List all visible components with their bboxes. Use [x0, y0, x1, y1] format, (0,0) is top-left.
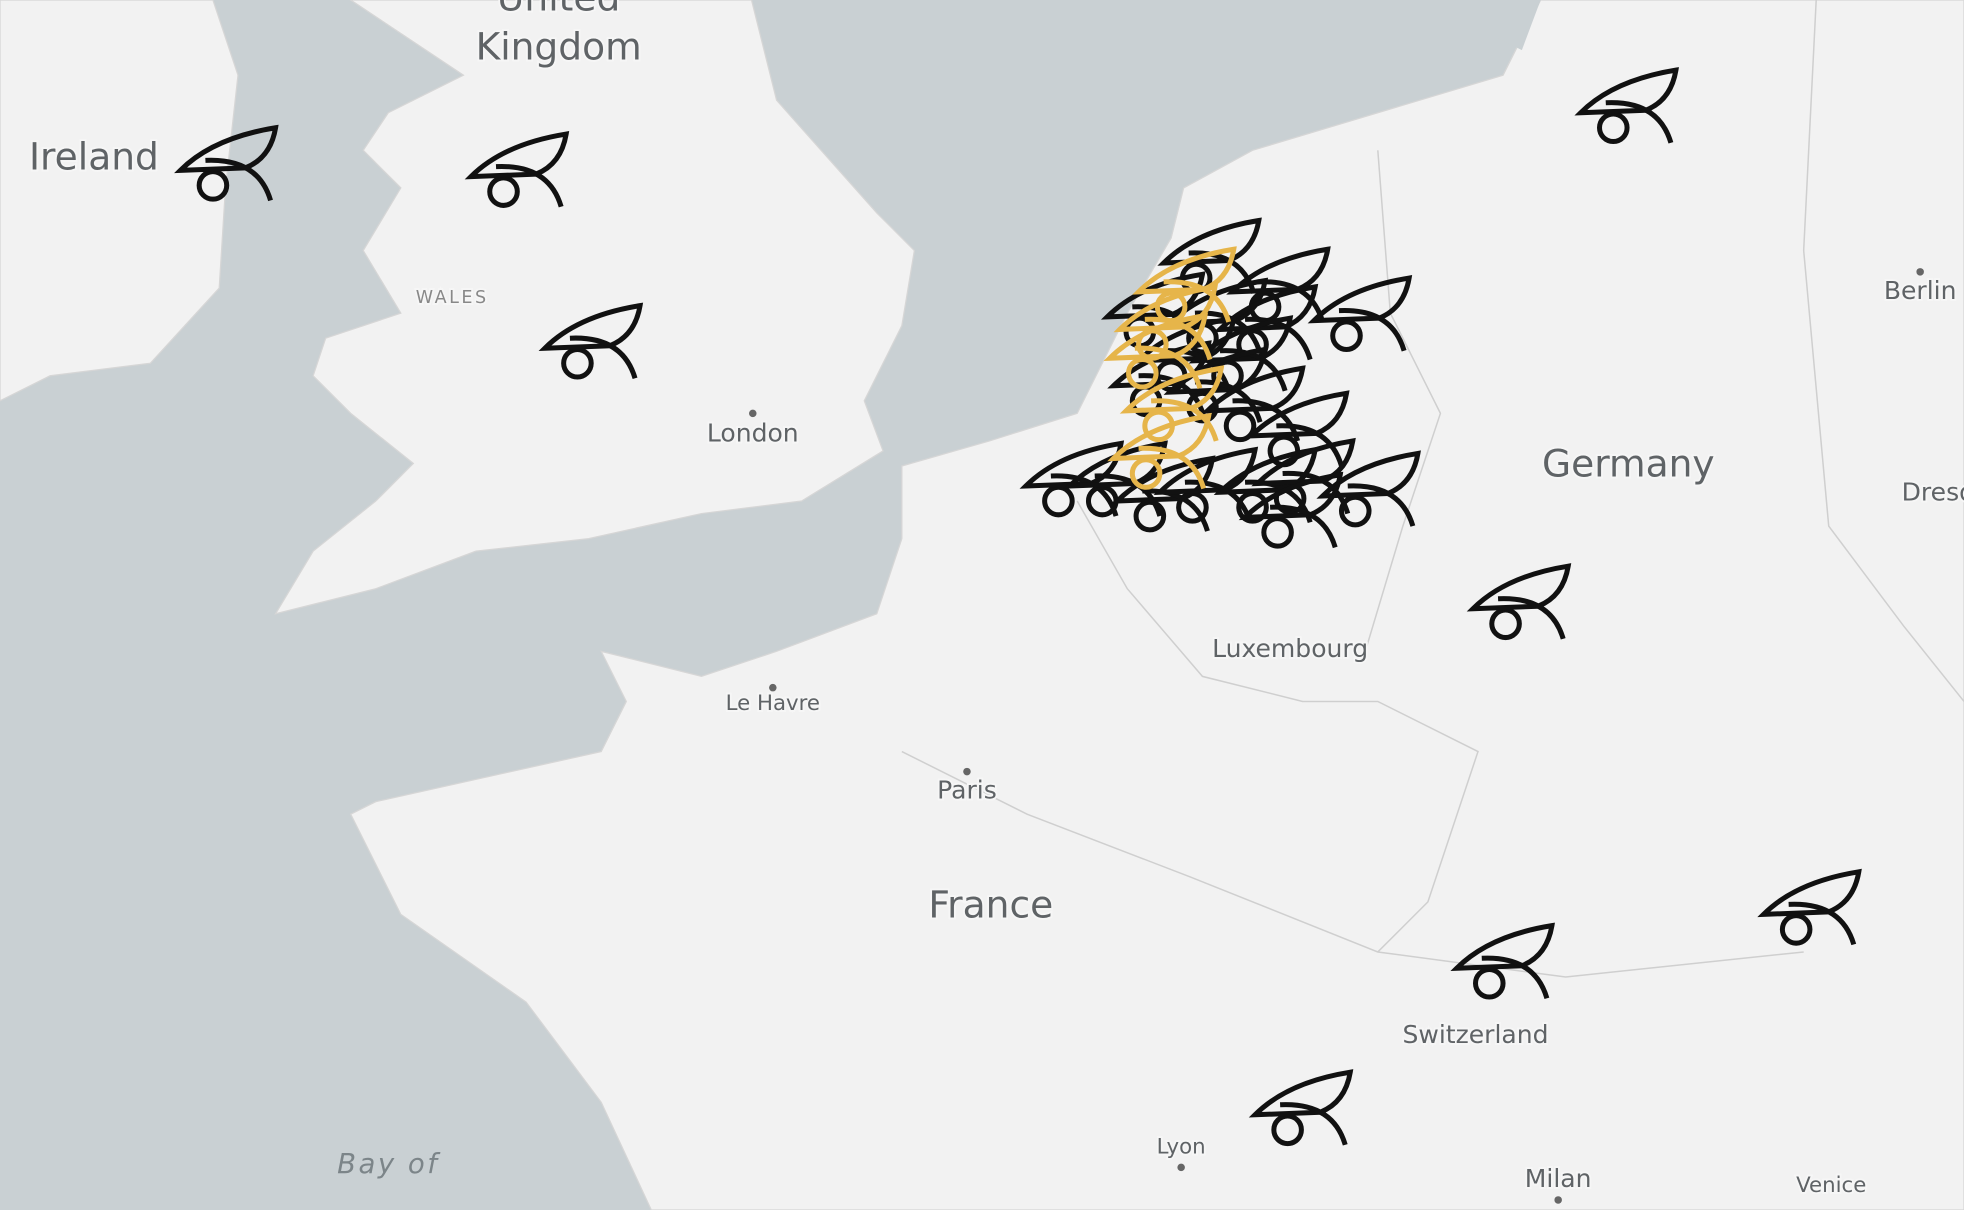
- place-label: Ireland: [29, 135, 159, 179]
- city-dot: [963, 767, 971, 776]
- place-label: Switzerland: [1402, 1020, 1548, 1049]
- place-label: Dresden: [1902, 478, 1964, 507]
- place-label: Luxembourg: [1212, 634, 1368, 663]
- place-label: Paris: [937, 776, 997, 805]
- place-label: United: [497, 0, 620, 20]
- city-dot: [749, 409, 757, 418]
- city-dot: [1177, 1163, 1185, 1172]
- labels: United Kingdom Ireland WALES London Germany Be…: [27, 0, 1964, 1204]
- place-label: Kingdom: [476, 24, 642, 68]
- place-label: Bay of: [337, 1148, 441, 1180]
- city-dot: [1554, 1196, 1562, 1204]
- place-label: Berlin: [1884, 276, 1957, 305]
- city-dot: [769, 683, 777, 692]
- place-label: France: [928, 882, 1053, 926]
- place-label: Le Havre: [726, 691, 820, 716]
- place-label: London: [707, 419, 799, 448]
- place-label: WALES: [416, 288, 489, 308]
- place-label: Lyon: [1157, 1134, 1206, 1159]
- city-dot: [1916, 268, 1924, 276]
- place-label: Venice: [1796, 1173, 1866, 1198]
- borders: [901, 0, 1964, 978]
- place-label: Milan: [1525, 1164, 1592, 1193]
- place-label: Germany: [1542, 441, 1715, 485]
